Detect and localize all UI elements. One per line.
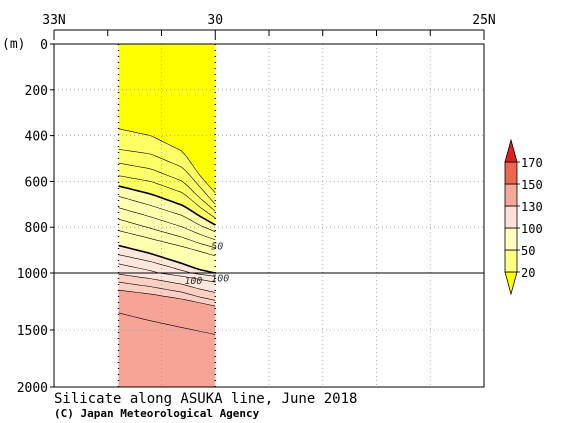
y-tick-label: 1500 <box>17 324 48 339</box>
legend-label: 130 <box>521 200 543 214</box>
fill-band-5 <box>118 290 216 387</box>
y-tick-label: 200 <box>25 84 48 99</box>
legend-label: 50 <box>521 244 535 258</box>
legend-bin <box>504 271 518 296</box>
contour-line <box>118 281 216 301</box>
contour-line <box>118 207 216 241</box>
contour-line <box>118 149 216 205</box>
contour-line <box>118 218 216 249</box>
y-axis-label: (m) <box>2 37 25 52</box>
contour-line <box>118 273 216 293</box>
y-tick-label: 400 <box>25 130 48 145</box>
legend-bin <box>504 249 518 273</box>
y-tick-label: 600 <box>25 175 48 190</box>
legend-label: 20 <box>521 266 535 280</box>
contour-line <box>118 185 216 226</box>
contour-line <box>118 128 216 194</box>
y-tick-label: 0 <box>40 38 48 53</box>
legend-label: 170 <box>521 156 543 170</box>
legend-bin <box>504 183 518 207</box>
legend-bin <box>504 205 518 229</box>
contour-line <box>118 196 216 233</box>
chart-title: Silicate along ASUKA line, June 2018 <box>54 391 358 407</box>
legend-bin <box>504 138 518 163</box>
x-tick-label: 25N <box>472 13 495 28</box>
contour-label: 100 <box>211 274 229 285</box>
fill-band-3 <box>118 245 216 293</box>
legend-bin <box>504 161 518 185</box>
x-tick-label: 33N <box>42 13 65 28</box>
plot-frame <box>53 43 485 388</box>
contour-line <box>118 254 216 277</box>
fill-band-0 <box>118 44 216 193</box>
contour-line <box>118 263 216 283</box>
contour-line <box>118 175 216 219</box>
legend-label: 150 <box>521 178 543 192</box>
contour-line <box>118 312 216 335</box>
contour-label: 100 <box>184 276 202 287</box>
y-tick-label: 1000 <box>17 267 48 282</box>
legend-label: 100 <box>521 222 543 236</box>
contour-line <box>118 230 216 257</box>
contour-label: 50 <box>211 242 223 253</box>
x-tick-label: 30 <box>207 13 223 28</box>
contour-line <box>118 162 216 212</box>
contour-line <box>118 244 216 274</box>
y-tick-label: 2000 <box>17 381 48 396</box>
contour-line <box>118 289 216 307</box>
chart-credit: (C) Japan Meteorological Agency <box>54 407 260 420</box>
legend-bin <box>504 227 518 251</box>
y-tick-label: 800 <box>25 221 48 236</box>
fill-band-4 <box>118 274 216 307</box>
